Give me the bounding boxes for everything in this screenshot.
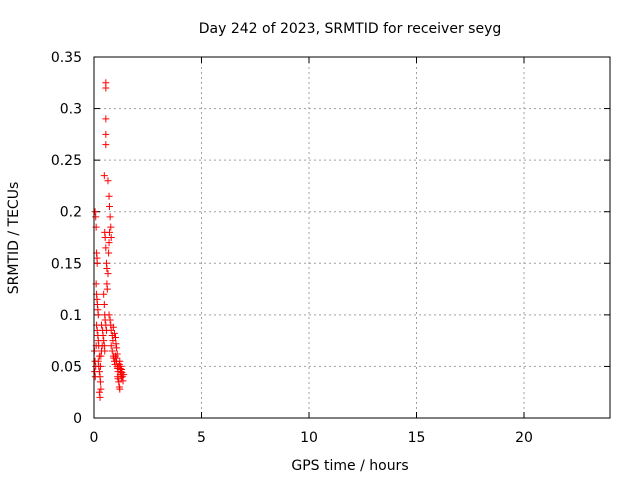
- data-point: [102, 130, 110, 138]
- data-point: [105, 249, 113, 257]
- y-tick-label: 0.3: [60, 102, 82, 118]
- data-point: [95, 388, 103, 396]
- y-tick-label: 0.05: [51, 359, 82, 375]
- x-tick-label: 20: [515, 430, 533, 446]
- data-point: [105, 311, 113, 319]
- data-point: [110, 329, 118, 337]
- data-points: [90, 79, 128, 401]
- data-point: [107, 342, 115, 350]
- data-point: [105, 192, 113, 200]
- data-point: [100, 301, 108, 309]
- data-point: [101, 234, 109, 241]
- y-tick-label: 0.35: [51, 50, 82, 66]
- y-tick-label: 0.25: [51, 153, 82, 169]
- data-point: [92, 213, 100, 221]
- x-tick-label: 0: [90, 430, 99, 446]
- data-point: [117, 362, 125, 370]
- data-point: [95, 368, 103, 376]
- y-tick-label: 0.15: [51, 256, 82, 272]
- data-point: [108, 347, 116, 355]
- data-point: [102, 141, 110, 149]
- data-point: [107, 223, 115, 231]
- data-point: [97, 352, 105, 360]
- chart-title: Day 242 of 2023, SRMTID for receiver sey…: [199, 21, 502, 37]
- data-point: [115, 378, 123, 386]
- data-point: [103, 285, 111, 293]
- data-point: [112, 340, 120, 348]
- data-point: [96, 393, 104, 401]
- y-tick-label: 0.2: [60, 205, 82, 221]
- data-point: [104, 177, 112, 185]
- data-point: [106, 316, 114, 324]
- data-point: [102, 244, 110, 252]
- data-point: [120, 371, 128, 379]
- data-point: [100, 337, 108, 345]
- data-point: [97, 385, 105, 393]
- data-point: [93, 259, 101, 267]
- x-tick-label: 10: [300, 430, 318, 446]
- data-point: [94, 311, 102, 319]
- y-tick-label: 0.1: [60, 308, 82, 324]
- data-point: [116, 385, 124, 393]
- data-point: [106, 213, 114, 221]
- data-point: [103, 264, 111, 272]
- x-axis-label: GPS time / hours: [291, 458, 408, 474]
- y-axis-label: SRMTID / TECUs: [6, 182, 22, 295]
- data-point: [96, 362, 104, 370]
- data-point: [102, 115, 110, 123]
- x-tick-label: 5: [197, 430, 206, 446]
- data-point: [102, 84, 110, 92]
- data-point: [109, 323, 117, 331]
- data-point: [100, 172, 108, 180]
- data-point: [105, 239, 113, 247]
- data-point: [99, 331, 107, 339]
- data-point: [96, 378, 104, 386]
- x-tick-label: 15: [408, 430, 426, 446]
- data-point: [112, 334, 119, 342]
- tick-labels: 0 5 10 15 20 0 0.05 0.1 0.15 0.2 0.25 0.3 0.35: [51, 50, 533, 446]
- data-point: [100, 290, 108, 298]
- data-point: [105, 203, 113, 211]
- data-point: [101, 347, 109, 355]
- plot-frame: [93, 56, 611, 419]
- grid-lines: [94, 57, 610, 418]
- data-point: [112, 354, 120, 362]
- data-point: [104, 270, 112, 278]
- data-point: [107, 234, 115, 241]
- data-point: [105, 228, 113, 236]
- data-point: [113, 344, 121, 352]
- data-point: [119, 377, 127, 385]
- data-point: [91, 208, 99, 216]
- data-point: [116, 357, 124, 365]
- y-tick-label: 0: [73, 411, 82, 427]
